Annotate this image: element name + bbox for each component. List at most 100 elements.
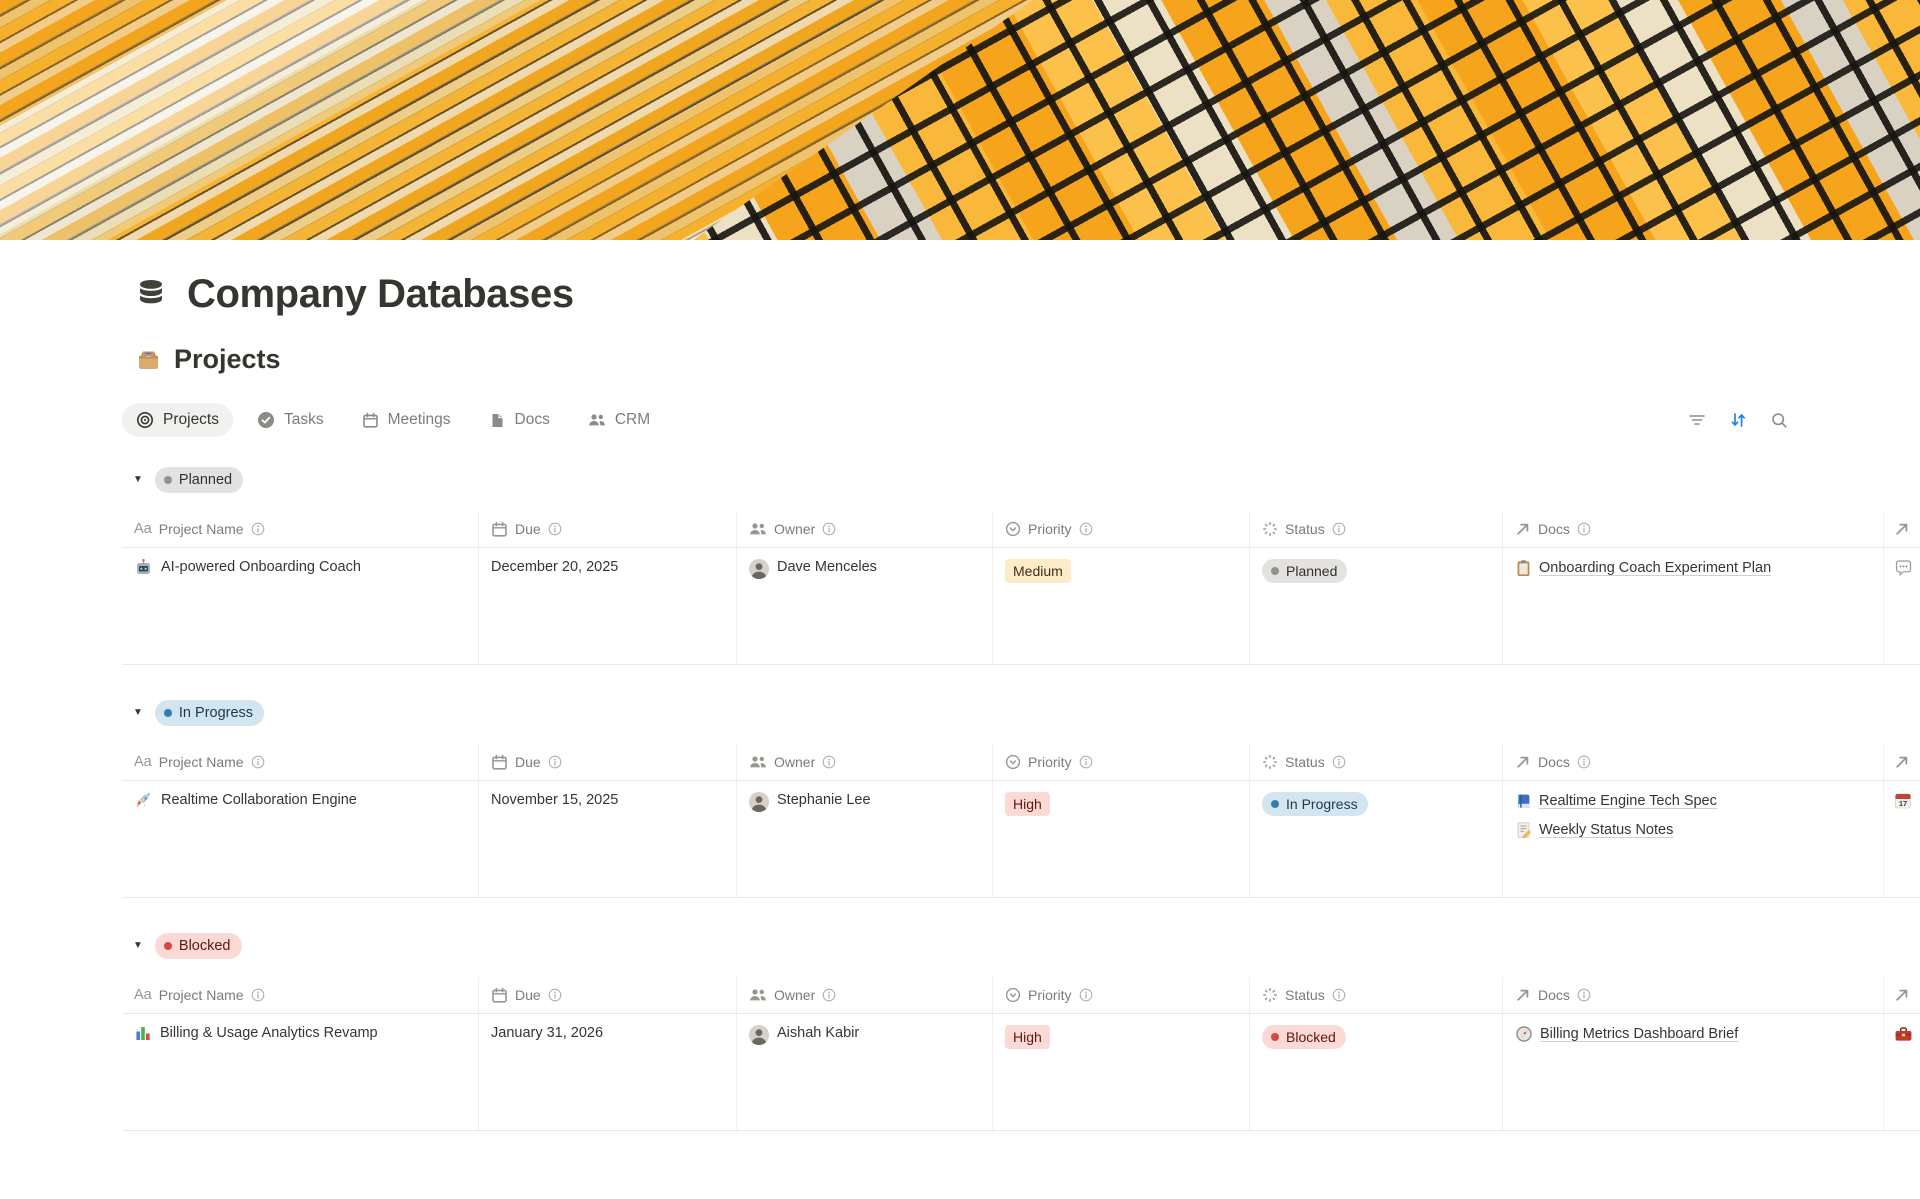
tab-crm[interactable]: CRM [574,403,664,437]
check-circle-icon [257,411,275,429]
status-tag[interactable]: Planned [1262,559,1348,583]
status-tag[interactable]: Blocked [1262,1025,1346,1049]
calendar-icon [362,412,379,429]
meetings-cell-cut[interactable] [1884,548,1920,664]
collapse-toggle-icon[interactable]: ▼ [133,474,143,485]
column-header-owner[interactable]: Owner [737,511,993,547]
group-label-pill[interactable]: Blocked [154,933,242,959]
due-cell[interactable]: December 20, 2025 [479,548,737,664]
info-icon[interactable] [251,988,265,1002]
docs-cell[interactable]: Billing Metrics Dashboard Brief [1503,1014,1884,1130]
toolbox-icon[interactable] [1894,1025,1913,1043]
column-header-docs[interactable]: Docs [1503,744,1884,780]
due-cell[interactable]: January 31, 2026 [479,1014,737,1130]
column-header-meetings-cut[interactable] [1884,977,1920,1013]
due-cell[interactable]: November 15, 2025 [479,781,737,897]
docs-cell[interactable]: Realtime Engine Tech Spec Weekly Status … [1503,781,1884,897]
status-icon [1262,754,1278,770]
priority-cell[interactable]: Medium [993,548,1250,664]
info-icon[interactable] [1332,522,1346,536]
status-dot [163,476,172,484]
filter-button[interactable] [1684,407,1710,433]
owner-cell[interactable]: Stephanie Lee [737,781,993,897]
column-header-priority[interactable]: Priority [993,744,1250,780]
info-icon[interactable] [251,755,265,769]
status-cell[interactable]: In Progress [1250,781,1503,897]
status-cell[interactable]: Blocked [1250,1014,1503,1130]
page-title: Company Databases [187,272,574,316]
project-name-cell[interactable]: Billing & Usage Analytics Revamp [122,1014,479,1130]
info-icon[interactable] [822,755,836,769]
info-icon[interactable] [1577,522,1591,536]
info-icon[interactable] [251,522,265,536]
tab-tasks[interactable]: Tasks [243,403,338,437]
database-section-title[interactable]: Projects [174,344,281,374]
priority-tag[interactable]: High [1005,792,1050,816]
calendar-17-icon[interactable]: 17 [1894,792,1912,810]
collapse-toggle-icon[interactable]: ▼ [133,940,143,951]
search-button[interactable] [1766,407,1792,433]
column-header-docs[interactable]: Docs [1503,977,1884,1013]
relation-icon [1894,987,1910,1003]
view-toolbar: Projects Tasks Meetings Docs CRM [122,403,1920,437]
info-icon[interactable] [1079,522,1093,536]
column-header-due[interactable]: Due [479,511,737,547]
column-header-priority[interactable]: Priority [993,977,1250,1013]
info-icon[interactable] [1332,755,1346,769]
priority-cell[interactable]: High [993,1014,1250,1130]
priority-cell[interactable]: High [993,781,1250,897]
relation-icon [1894,521,1910,537]
calendar-icon [491,987,508,1004]
info-icon[interactable] [548,988,562,1002]
column-header-status[interactable]: Status [1250,511,1503,547]
priority-tag[interactable]: High [1005,1025,1050,1049]
column-header-owner[interactable]: Owner [737,744,993,780]
column-header-due[interactable]: Due [479,744,737,780]
info-icon[interactable] [1079,988,1093,1002]
column-header-status[interactable]: Status [1250,977,1503,1013]
info-icon[interactable] [1577,988,1591,1002]
owner-cell[interactable]: Dave Menceles [737,548,993,664]
comment-icon[interactable] [1894,559,1913,577]
column-header-owner[interactable]: Owner [737,977,993,1013]
column-header-docs[interactable]: Docs [1503,511,1884,547]
column-header-status[interactable]: Status [1250,744,1503,780]
people-icon [749,754,767,770]
column-header-meetings-cut[interactable] [1884,511,1920,547]
group-label-pill[interactable]: Planned [154,467,244,493]
meetings-cell-cut[interactable] [1884,1014,1920,1130]
status-cell[interactable]: Planned [1250,548,1503,664]
database-icon [133,276,169,312]
priority-tag[interactable]: Medium [1005,559,1071,583]
tab-docs[interactable]: Docs [475,403,564,437]
column-header-priority[interactable]: Priority [993,511,1250,547]
info-icon[interactable] [548,755,562,769]
sort-button[interactable] [1725,407,1751,433]
project-name-cell[interactable]: Realtime Collaboration Engine [122,781,479,897]
doc-link[interactable]: Onboarding Coach Experiment Plan [1515,559,1771,577]
column-header-project-name[interactable]: Aa Project Name [122,977,479,1013]
info-icon[interactable] [1332,988,1346,1002]
compass-icon [1515,1025,1533,1043]
doc-link[interactable]: Realtime Engine Tech Spec [1515,792,1717,810]
tab-meetings[interactable]: Meetings [348,403,465,437]
info-icon[interactable] [548,522,562,536]
column-header-due[interactable]: Due [479,977,737,1013]
owner-cell[interactable]: Aishah Kabir [737,1014,993,1130]
info-icon[interactable] [1079,755,1093,769]
tab-projects[interactable]: Projects [122,403,233,437]
info-icon[interactable] [822,988,836,1002]
doc-link[interactable]: Weekly Status Notes [1515,821,1673,839]
group-label-pill[interactable]: In Progress [154,700,265,726]
info-icon[interactable] [822,522,836,536]
project-name-cell[interactable]: AI-powered Onboarding Coach [122,548,479,664]
info-icon[interactable] [1577,755,1591,769]
docs-cell[interactable]: Onboarding Coach Experiment Plan [1503,548,1884,664]
column-header-project-name[interactable]: Aa Project Name [122,511,479,547]
meetings-cell-cut[interactable]: 17 [1884,781,1920,897]
column-header-meetings-cut[interactable] [1884,744,1920,780]
status-tag[interactable]: In Progress [1262,792,1368,816]
column-header-project-name[interactable]: Aa Project Name [122,744,479,780]
collapse-toggle-icon[interactable]: ▼ [133,707,143,718]
doc-link[interactable]: Billing Metrics Dashboard Brief [1515,1025,1738,1043]
